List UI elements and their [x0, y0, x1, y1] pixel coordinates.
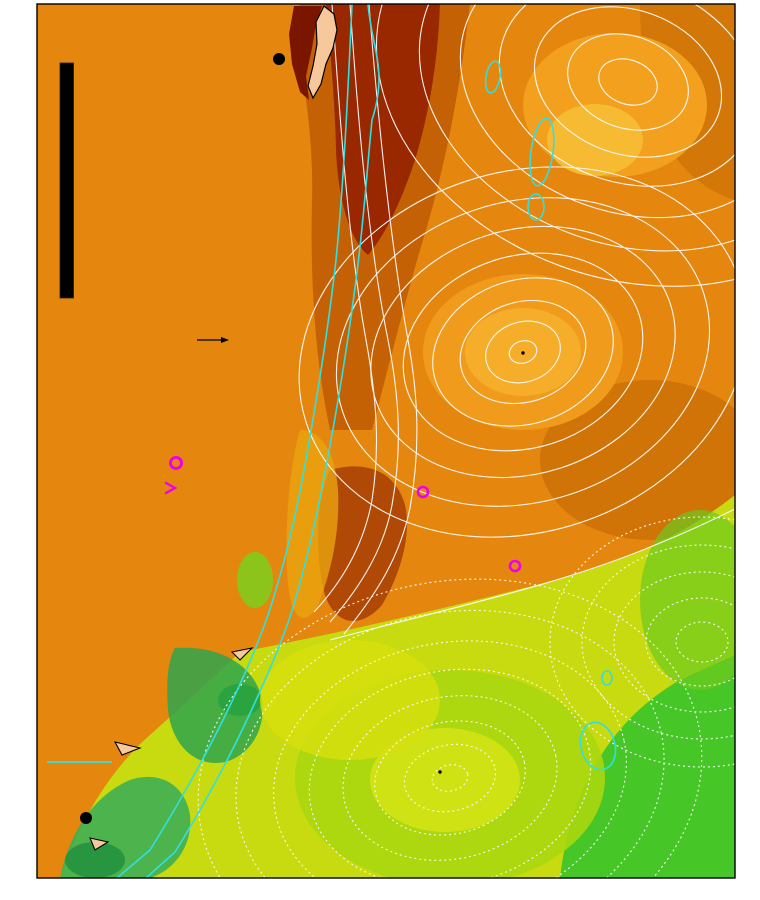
seamount-contour	[484, 60, 502, 94]
land-layer	[89, 5, 338, 851]
seamount-contour	[579, 721, 617, 771]
bathymetry-contours	[116, 4, 617, 878]
brisbane-dot	[273, 53, 285, 65]
isobath-1000m	[145, 4, 380, 878]
city-markers	[80, 53, 285, 824]
headland	[89, 837, 110, 851]
sydney-dot	[80, 812, 92, 824]
moreton-bay-water	[289, 6, 322, 100]
warm-eddy-core	[547, 104, 643, 176]
sst-raster	[37, 4, 735, 878]
cold-eddy-core	[370, 728, 520, 832]
headland	[230, 647, 254, 661]
sst-patch	[286, 430, 339, 619]
sst-patch	[318, 466, 408, 622]
colorbar-gradient-bar	[59, 62, 74, 299]
jet-contour	[343, 4, 418, 635]
legend-layer	[47, 62, 229, 763]
front-contour	[329, 508, 735, 641]
jet-contour	[329, 4, 399, 623]
eddy-center-dot	[521, 351, 525, 355]
warm-eddy-contours	[298, 166, 735, 538]
bay-islands	[307, 5, 338, 100]
observation-features	[416, 351, 525, 774]
axes	[36, 3, 736, 879]
map-frame	[36, 3, 736, 879]
sst-patch	[260, 640, 440, 760]
headland	[113, 741, 142, 756]
warm-eddy-contours	[375, 4, 735, 287]
sst-patch	[640, 510, 735, 690]
jet-contour	[313, 4, 378, 613]
temperature-colorbar	[59, 62, 74, 299]
sst-patch	[560, 655, 735, 878]
seamount-contour	[529, 117, 555, 187]
argo-float-marker	[508, 559, 522, 573]
drifter-legend-icon	[164, 481, 178, 495]
argo-float-marker	[416, 485, 430, 499]
cold-eddy-contours	[197, 578, 703, 878]
seamount-contour	[601, 670, 613, 686]
sst-patch	[65, 842, 125, 878]
sst-patch	[167, 647, 263, 763]
velocity-scale-arrowhead	[221, 337, 229, 343]
eddy-center-dot	[438, 770, 442, 774]
cold-eddy-contours	[549, 516, 735, 768]
seamount-contour	[527, 193, 545, 221]
sea-level-contours	[197, 4, 735, 878]
argo-legend-icon	[169, 456, 183, 470]
isobath-200m	[116, 4, 353, 878]
sst-patch	[237, 552, 273, 608]
